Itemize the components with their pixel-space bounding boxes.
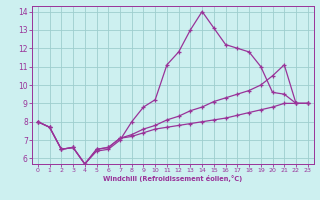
X-axis label: Windchill (Refroidissement éolien,°C): Windchill (Refroidissement éolien,°C): [103, 175, 243, 182]
